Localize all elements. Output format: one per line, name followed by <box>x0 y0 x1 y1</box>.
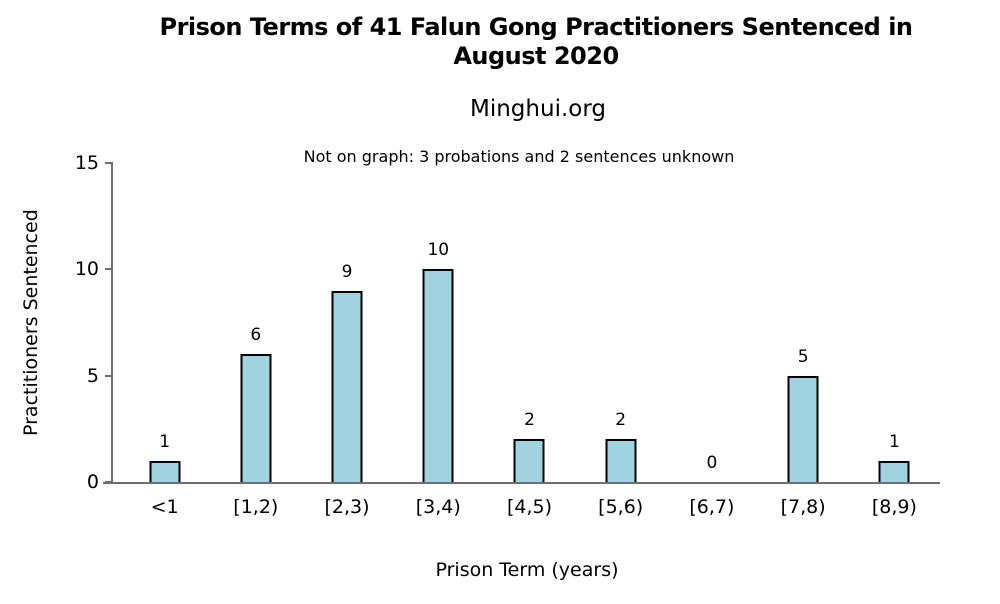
y-tick-mark <box>105 268 113 271</box>
x-tick-label: [6,7) <box>689 496 735 518</box>
bar <box>605 439 637 482</box>
bar-value-label: 1 <box>159 431 171 452</box>
bar-column: 2 <box>484 163 575 482</box>
bar-column: 1 <box>849 163 940 482</box>
bar-value-label: 10 <box>427 240 450 261</box>
y-axis-title: Practitioners Sentenced <box>20 209 42 436</box>
bar-column: 9 <box>301 163 392 482</box>
bar <box>513 439 545 482</box>
x-tick-label: [7,8) <box>780 496 826 518</box>
bar-value-label: 2 <box>524 410 535 431</box>
bar-column: 0 <box>666 163 757 482</box>
x-axis-line <box>103 482 940 484</box>
x-tick-label: [2,3) <box>324 496 370 518</box>
chart-title: Prison Terms of 41 Falun Gong Practition… <box>159 13 913 71</box>
x-tick-labels: <1 [1,2) [2,3) [3,4) [4,5) [5,6) [6,7) [7,8) [8,… <box>113 496 940 518</box>
bars: 1 6 9 10 2 2 0 5 1 <box>113 163 940 482</box>
bar-value-label: 1 <box>888 431 900 452</box>
chart-subtitle: Minghui.org <box>470 96 606 122</box>
y-axis-line <box>111 163 113 484</box>
bar-value-label: 6 <box>250 325 262 346</box>
y-tick-label: 0 <box>86 471 99 493</box>
bar-value-label: 9 <box>341 261 353 282</box>
y-tick-label: 15 <box>74 152 99 174</box>
y-tick-mark <box>105 162 113 164</box>
bar-column: 10 <box>393 163 484 482</box>
x-axis-title: Prison Term (years) <box>435 559 619 581</box>
bar <box>878 460 910 482</box>
y-tick-label: 5 <box>86 364 99 387</box>
x-tick-label: [3,4) <box>415 496 461 518</box>
x-tick-label: [1,2) <box>233 496 279 518</box>
bar <box>331 290 363 482</box>
y-tick-label: 10 <box>74 258 99 281</box>
chart-title-line2: August 2020 <box>453 42 619 70</box>
bar-column: 1 <box>119 163 210 482</box>
bar-column: 6 <box>210 163 301 482</box>
x-tick-label: [8,9) <box>871 496 917 518</box>
bar-value-label: 5 <box>797 346 809 367</box>
bar-column: 2 <box>575 163 666 482</box>
x-tick-label: <1 <box>150 496 179 518</box>
y-tick-mark <box>105 481 113 483</box>
chart-annotation: Not on graph: 3 probations and 2 sentenc… <box>303 147 735 166</box>
bar <box>422 269 454 482</box>
plot-area: 0 5 10 15 1 6 9 10 2 2 0 5 1 <1 [1,2) [2,3) [3,4) [4,5)… <box>75 152 940 518</box>
bar-value-label: 0 <box>706 453 718 473</box>
bar <box>787 375 819 482</box>
y-ticks: 0 5 10 15 <box>75 152 940 493</box>
bar <box>149 460 181 482</box>
x-tick-label: [4,5) <box>506 496 552 518</box>
bar-value-label: 2 <box>615 410 627 431</box>
bar-column: 5 <box>758 163 849 482</box>
chart-title-line1: Prison Terms of 41 Falun Gong Practition… <box>159 13 913 41</box>
bar <box>240 354 272 482</box>
y-tick-mark <box>105 374 113 377</box>
x-tick-label: [5,6) <box>598 496 644 518</box>
